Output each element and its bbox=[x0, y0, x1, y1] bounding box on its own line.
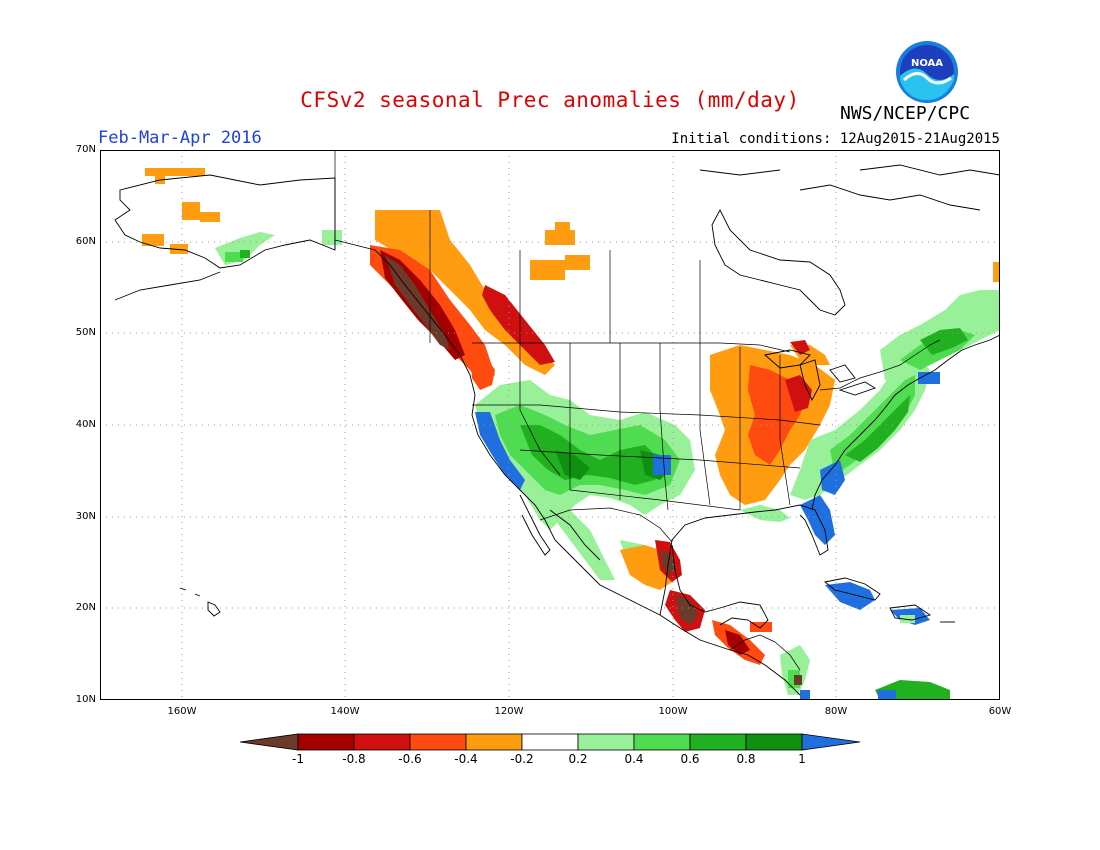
colorbar-segment bbox=[577, 733, 635, 751]
political-borders bbox=[334, 150, 941, 671]
noaa-logo: NOAA bbox=[896, 41, 958, 103]
colorbar-tick-label: 0.2 bbox=[568, 752, 588, 766]
agency-label: NWS/NCEP/CPC bbox=[840, 103, 971, 124]
colorbar-segment bbox=[240, 733, 299, 751]
colorbar-tick-label: -0.8 bbox=[342, 752, 366, 766]
lat-label-20n: 20N bbox=[75, 602, 96, 613]
lon-label-80w: 80W bbox=[824, 706, 848, 717]
lon-label-100w: 100W bbox=[658, 706, 688, 717]
colorbar-segment bbox=[465, 733, 523, 751]
lon-label-60w: 60W bbox=[988, 706, 1012, 717]
logo-text: NOAA bbox=[911, 58, 943, 69]
colorbar-tick-label: -1 bbox=[292, 752, 304, 766]
colorbar-segment bbox=[521, 733, 579, 751]
colorbar-segment bbox=[689, 733, 747, 751]
lat-label-50n: 50N bbox=[75, 327, 96, 338]
anomaly-shading bbox=[142, 168, 1000, 700]
lat-label-10n: 10N bbox=[75, 694, 96, 705]
colorbar-tick-label: 0.6 bbox=[680, 752, 700, 766]
lat-label-70n: 70N bbox=[75, 144, 96, 155]
lon-label-120w: 120W bbox=[494, 706, 524, 717]
colorbar-tick-label: 0.8 bbox=[736, 752, 756, 766]
forecast-period: Feb-Mar-Apr 2016 bbox=[98, 128, 262, 148]
colorbar-tick-label: 1 bbox=[798, 752, 806, 766]
coastlines bbox=[114, 164, 1000, 696]
colorbar-segment bbox=[297, 733, 355, 751]
colorbar-segment bbox=[745, 733, 803, 751]
lon-label-140w: 140W bbox=[330, 706, 360, 717]
colorbar-tick-label: 0.4 bbox=[624, 752, 644, 766]
colorbar-tick-label: -0.6 bbox=[398, 752, 422, 766]
lat-label-40n: 40N bbox=[75, 419, 96, 430]
colorbar-tick-label: -0.2 bbox=[510, 752, 534, 766]
colorbar-segment bbox=[633, 733, 691, 751]
colorbar-segment bbox=[801, 733, 861, 751]
colorbar bbox=[240, 733, 861, 751]
precipitation-anomaly-map bbox=[100, 150, 1000, 700]
colorbar-segment bbox=[409, 733, 467, 751]
initial-conditions: Initial conditions: 12Aug2015-21Aug2015 bbox=[671, 131, 1000, 147]
chart-title: CFSv2 seasonal Prec anomalies (mm/day) bbox=[300, 88, 800, 112]
colorbar-tick-label: -0.4 bbox=[454, 752, 478, 766]
lat-label-60n: 60N bbox=[75, 236, 96, 247]
lat-label-30n: 30N bbox=[75, 511, 96, 522]
lon-label-160w: 160W bbox=[167, 706, 197, 717]
colorbar-segment bbox=[353, 733, 411, 751]
